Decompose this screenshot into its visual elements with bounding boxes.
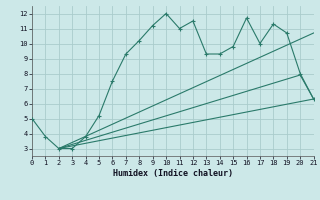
X-axis label: Humidex (Indice chaleur): Humidex (Indice chaleur)	[113, 169, 233, 178]
